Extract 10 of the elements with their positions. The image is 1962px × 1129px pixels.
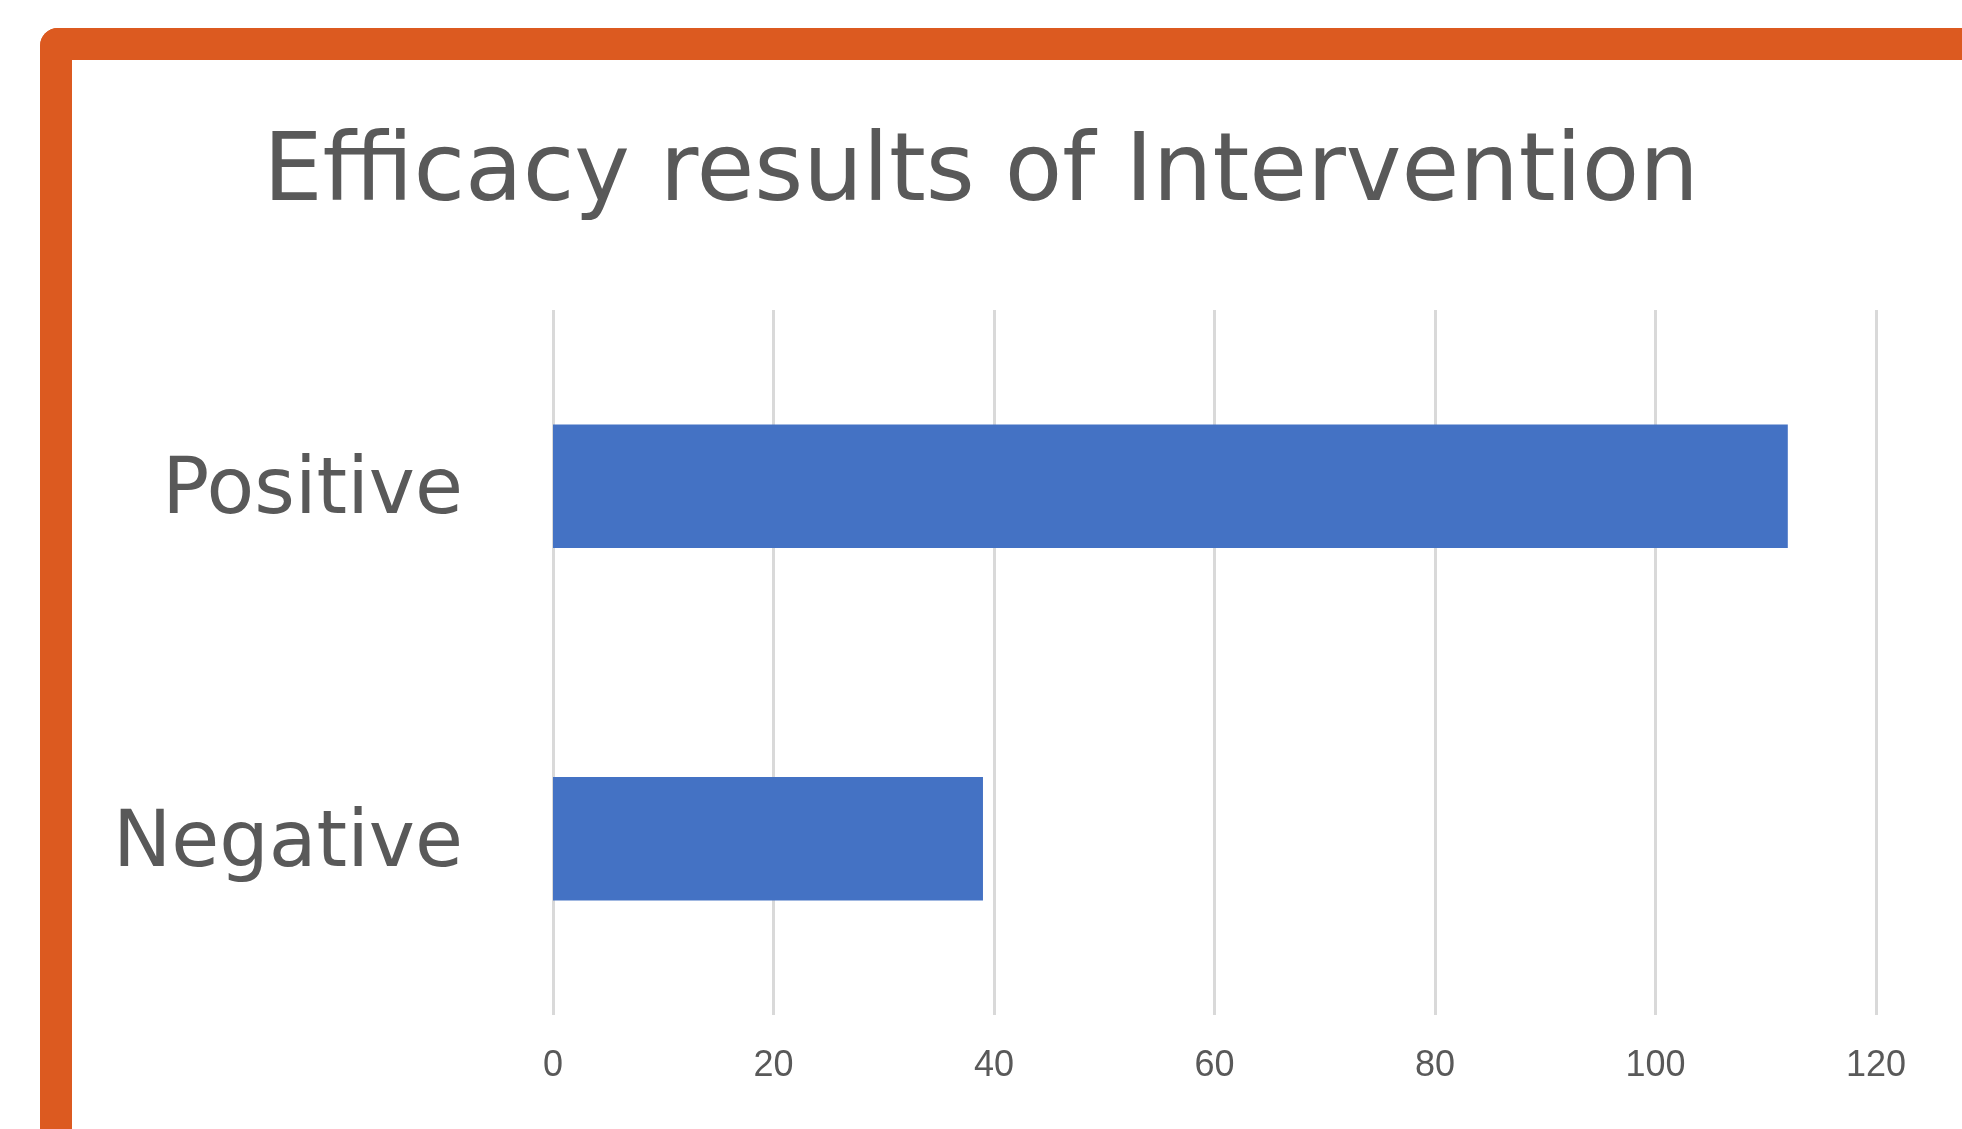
x-tick-label: 60: [1194, 1042, 1235, 1084]
x-tick-label: 20: [753, 1042, 794, 1084]
x-tick-label: 0: [542, 1042, 564, 1084]
x-tick-label: 40: [973, 1042, 1015, 1084]
x-tick-label: 100: [1625, 1042, 1686, 1084]
chart-title: Efficacy results of Intervention: [263, 112, 1699, 222]
x-tick-label: 120: [1845, 1042, 1907, 1084]
x-tick-label: 80: [1414, 1042, 1456, 1084]
y-tick-label: Positive: [162, 441, 463, 532]
y-tick-label: Negative: [112, 793, 463, 884]
